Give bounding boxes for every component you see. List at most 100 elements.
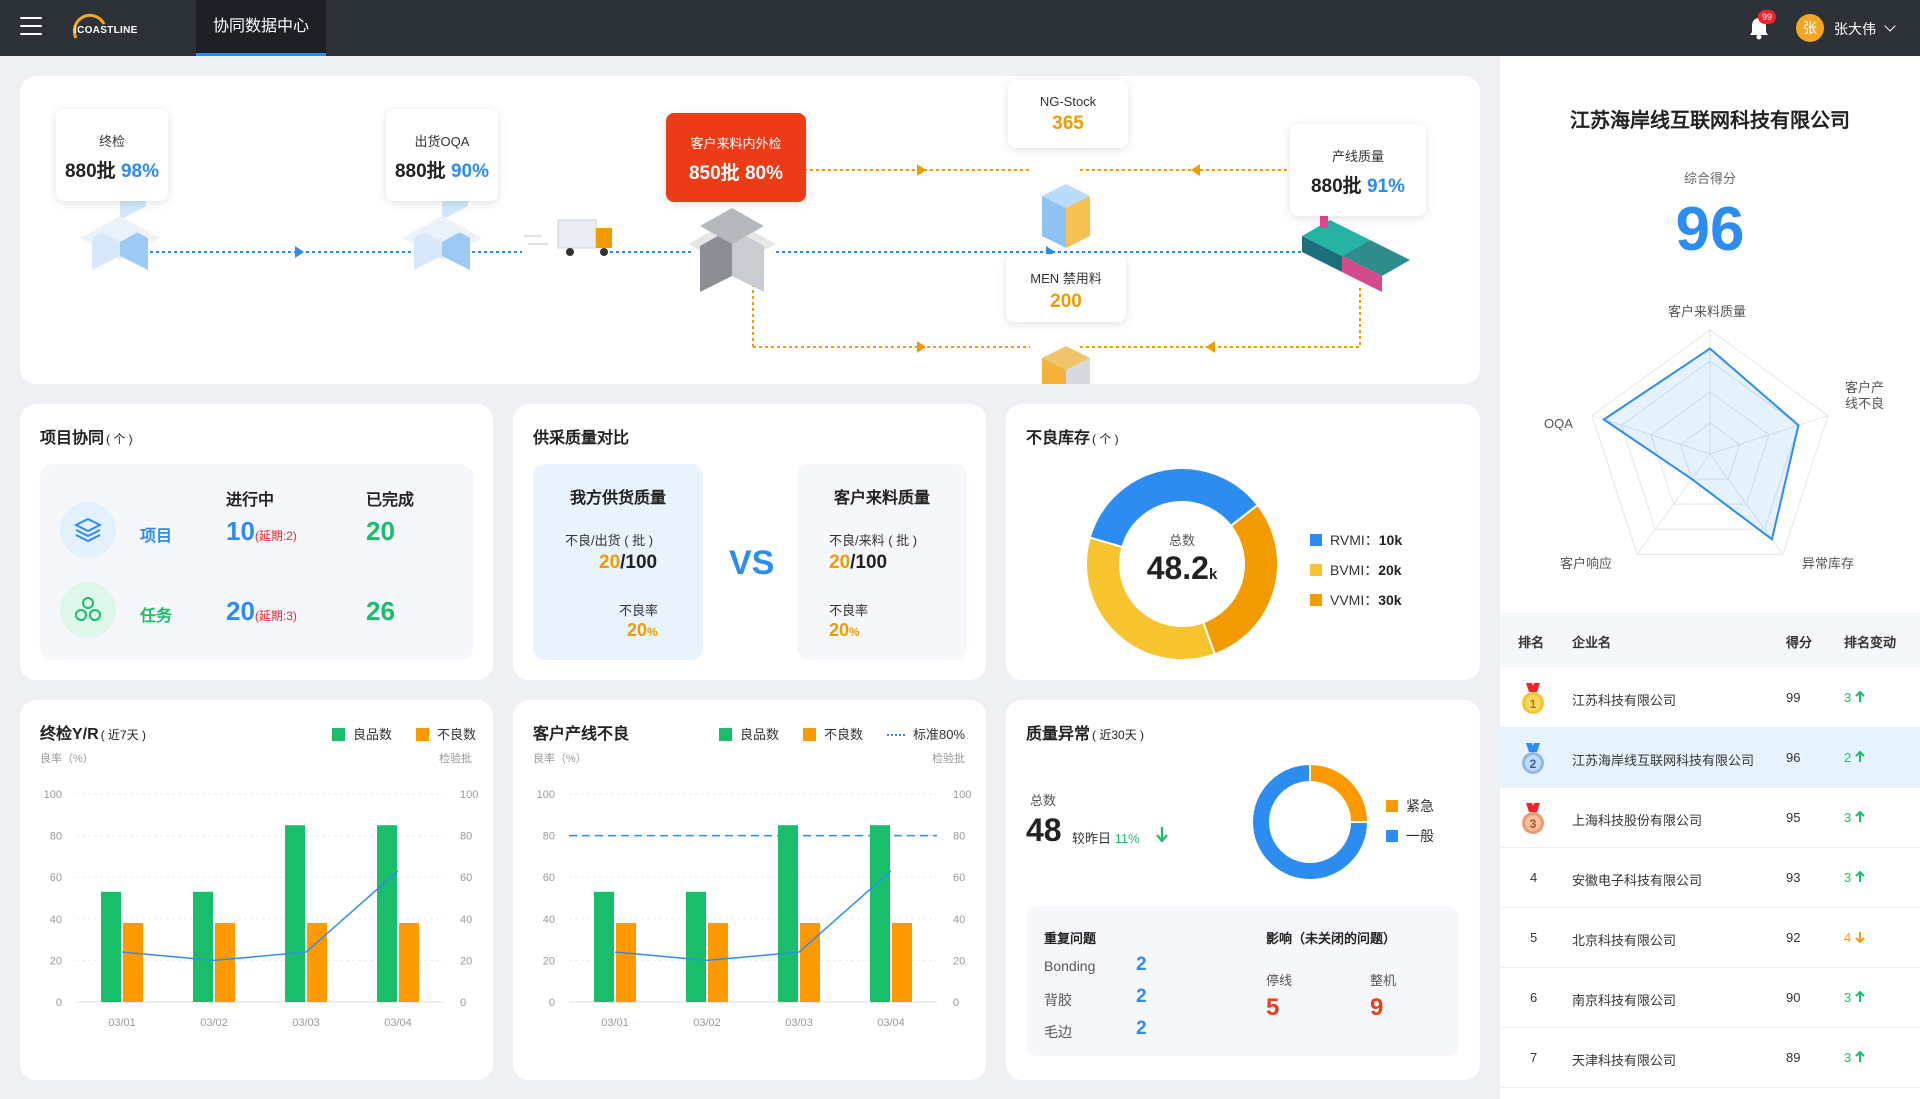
radar-ring: [1591, 329, 1829, 555]
chevron-down-icon[interactable]: [1884, 20, 1896, 32]
legend-good: 良品数: [332, 724, 392, 743]
project-done: 20: [366, 516, 395, 546]
radar-ring: [1679, 422, 1741, 480]
row-change: 3: [1844, 810, 1865, 825]
y-tick-label: 20: [543, 955, 555, 967]
y2-tick-label: 60: [460, 872, 472, 884]
right-panel: 江苏海岸线互联网科技有限公司 综合得分 96 客户来料质量 客户产 线不良 异常库…: [1500, 56, 1920, 1099]
flow-node-incoming[interactable]: 客户来料内外检 850批 80%: [666, 113, 806, 202]
flow-node-men[interactable]: MEN 禁用料 200: [1006, 254, 1126, 322]
supply-panel-title: 客户来料质量: [833, 490, 930, 507]
flow-node-final-check[interactable]: 终检 880批 98%: [56, 109, 168, 201]
legend-urgent: 紧急: [1386, 796, 1434, 816]
anomaly-donut: [1251, 762, 1370, 881]
line-defect-card: 客户产线不良 良品数 不良数 标准80% 良率（%） 检验批 100 100 80 80 6…: [513, 700, 986, 1080]
row-company: 南京科技有限公司: [1572, 993, 1677, 1008]
yield-line: [121, 870, 399, 962]
col-change: 排名变动: [1844, 635, 1897, 650]
supply-panel-rate-label: 不良率: [829, 603, 869, 618]
ranking-row[interactable]: 1 江苏科技有限公司 99 3: [1500, 668, 1920, 728]
radar-axis: [1709, 415, 1829, 455]
flow-node-percent: 98%: [120, 161, 159, 182]
user-name[interactable]: 张大伟: [1834, 21, 1876, 37]
warehouse-icon: [688, 208, 776, 292]
menu-icon[interactable]: [20, 17, 42, 37]
flow-node-line-quality[interactable]: 产线质量 880批 91%: [1290, 124, 1426, 216]
arrow-icon: [1191, 164, 1200, 176]
y2-tick-label: 20: [953, 955, 965, 967]
arrow-down-icon: [1156, 827, 1168, 843]
y-tick-label: 60: [543, 872, 555, 884]
y-tick-label: 60: [50, 872, 62, 884]
x-tick-label: 03/01: [601, 1017, 629, 1029]
y2-tick-label: 60: [953, 872, 965, 884]
legend-standard: 标准80%: [887, 724, 965, 743]
bar-good: [285, 825, 305, 1002]
logo[interactable]: iCOASTLINE: [70, 12, 154, 44]
legend-good: 良品数: [719, 724, 779, 743]
y2-tick-label: 40: [460, 914, 472, 926]
flow-node-value: 880批: [64, 161, 116, 182]
radar-ring: [1650, 391, 1770, 505]
ranking-row[interactable]: 6 南京科技有限公司 90 3: [1500, 968, 1920, 1028]
x-tick-label: 03/03: [292, 1017, 320, 1029]
delay-note: (延期:2): [254, 529, 297, 543]
ranking-row[interactable]: 7 天津科技有限公司 89 3: [1500, 1028, 1920, 1088]
flow-node-label: 出货OQA: [414, 134, 470, 149]
ranking-row[interactable]: 5 北京科技有限公司 92 4: [1500, 908, 1920, 968]
radar-axis: [1636, 453, 1711, 555]
flow-node-value: 880批: [394, 161, 446, 182]
impact-item-value: 9: [1370, 994, 1384, 1021]
supply-panel-customer: 客户来料质量 不良/来料 ( 批 ) 20/100 不良率 20%: [797, 464, 967, 660]
card-title-sub: ( 近30天 ): [1092, 728, 1145, 742]
task-icon: [60, 582, 116, 638]
x-tick-label: 03/03: [785, 1017, 813, 1029]
ranking-row[interactable]: 4 安徽电子科技有限公司 93 3: [1500, 848, 1920, 908]
arrow-up-icon: [1855, 990, 1865, 1002]
bar-good: [594, 891, 614, 1002]
y2-tick-label: 40: [953, 914, 965, 926]
card-title: 客户产线不良: [533, 726, 630, 743]
tab-data-center[interactable]: 协同数据中心: [196, 0, 326, 56]
row-change: 2: [1844, 750, 1865, 765]
radar-label-line-defect: 客户产 线不良: [1845, 380, 1885, 411]
row-score: 96: [1786, 750, 1801, 765]
y-tick-label: 40: [50, 914, 62, 926]
row-score: 93: [1786, 870, 1801, 885]
repeat-item-value: 2: [1136, 1018, 1147, 1039]
col-score: 得分: [1786, 635, 1813, 650]
task-label[interactable]: 任务: [140, 608, 173, 625]
flow-node-ng-stock[interactable]: NG-Stock 365: [1008, 80, 1128, 148]
row-change: 4: [1844, 930, 1865, 945]
project-panel: 进行中 已完成 项目 10(延期:2) 20 任务 20(延期:3) 26: [40, 464, 473, 660]
flow-node-label: NG-Stock: [1039, 94, 1097, 109]
y-tick-label: 40: [543, 914, 555, 926]
ranking-row-current[interactable]: 2 江苏海岸线互联网科技有限公司 96 2: [1500, 728, 1920, 788]
supply-card: 供采质量对比 我方供货质量 不良/出货 ( 批 ) 20/100 不良率 20%…: [513, 404, 986, 680]
flow-node-oqa[interactable]: 出货OQA 880批 90%: [386, 109, 498, 201]
project-label[interactable]: 项目: [140, 528, 173, 545]
y-tick-label: 0: [56, 997, 62, 1009]
y2-tick-label: 0: [953, 997, 959, 1009]
avatar[interactable]: 张: [1796, 14, 1824, 42]
bar-good: [870, 825, 890, 1002]
ranking-row[interactable]: 3 上海科技股份有限公司 95 3: [1500, 788, 1920, 848]
impact-title: 影响（未关闭的问题）: [1266, 931, 1397, 946]
legend-bad: 不良数: [803, 724, 863, 743]
radar-label-incoming: 客户来料质量: [1668, 304, 1747, 319]
card-title: 项目协同( 个 ): [40, 430, 133, 447]
y-tick-label: 100: [537, 789, 555, 801]
ranking-table-header: 排名 企业名 得分 排名变动: [1500, 612, 1920, 668]
row-score: 95: [1786, 810, 1801, 825]
bronze-medal-icon: 3: [1522, 803, 1544, 834]
repeat-item-value: 2: [1136, 986, 1147, 1007]
impact-item-name: 停线: [1266, 973, 1293, 988]
arrow-up-icon: [1855, 1050, 1865, 1062]
y-tick-label: 20: [50, 955, 62, 967]
col-company: 企业名: [1572, 635, 1612, 650]
y2-axis-label: 检验批: [439, 751, 472, 765]
logo-text: iCOASTLINE: [74, 25, 138, 36]
supply-panel-rate: 20%: [627, 620, 658, 640]
card-title: 质量异常( 近30天 ): [1026, 726, 1145, 743]
radar-label-response: 客户响应: [1560, 556, 1613, 571]
